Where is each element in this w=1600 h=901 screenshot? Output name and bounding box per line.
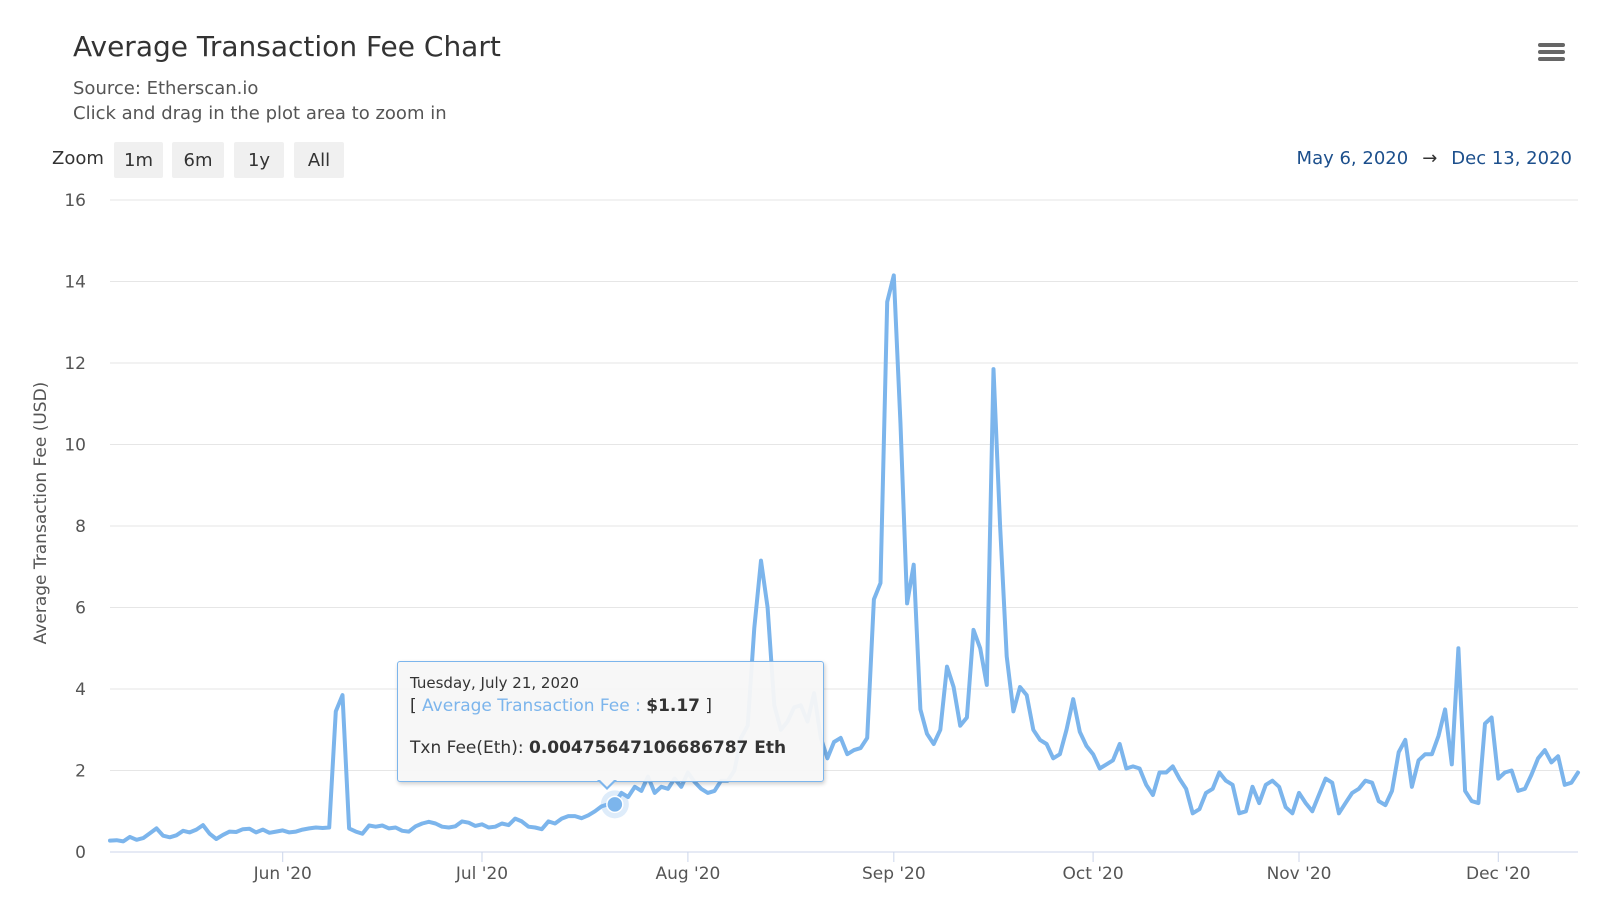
y-tick-label: 12 bbox=[64, 354, 86, 374]
tooltip-series-label: Average Transaction Fee : bbox=[422, 696, 641, 716]
zoom-label: Zoom bbox=[52, 148, 104, 169]
range-to-input[interactable]: Dec 13, 2020 bbox=[1451, 148, 1572, 169]
x-tick-label: Nov '20 bbox=[1267, 864, 1332, 884]
y-tick-label: 10 bbox=[64, 436, 86, 456]
y-tick-label: 14 bbox=[64, 273, 86, 293]
zoom-instruction: Click and drag in the plot area to zoom … bbox=[73, 103, 447, 124]
tooltip: Tuesday, July 21, 2020 [ Average Transac… bbox=[397, 661, 824, 782]
y-tick-label: 16 bbox=[64, 191, 86, 211]
y-tick-label: 8 bbox=[75, 517, 86, 537]
tooltip-value-row: [ Average Transaction Fee : $1.17 ] bbox=[410, 696, 811, 716]
tooltip-pointer-fill bbox=[599, 779, 615, 787]
date-range: May 6, 2020 → Dec 13, 2020 bbox=[1297, 148, 1572, 169]
tooltip-close-bracket: ] bbox=[705, 696, 713, 716]
x-tick-label: Sep '20 bbox=[862, 864, 926, 884]
range-from-input[interactable]: May 6, 2020 bbox=[1296, 148, 1409, 169]
chart-subtitle: Source: Etherscan.io Click and drag in t… bbox=[73, 76, 447, 126]
source-text: Source: Etherscan.io bbox=[73, 78, 259, 99]
tooltip-open-bracket: [ bbox=[410, 696, 417, 716]
x-tick-label: Oct '20 bbox=[1063, 864, 1124, 884]
y-tick-label: 0 bbox=[75, 843, 86, 863]
tooltip-eth-label: Txn Fee(Eth): bbox=[410, 738, 524, 758]
x-tick-label: Jun '20 bbox=[253, 864, 312, 884]
series-line bbox=[108, 273, 1580, 844]
highlight-marker bbox=[606, 795, 624, 814]
y-tick-label: 2 bbox=[75, 762, 86, 782]
zoom-1y-button[interactable]: 1y bbox=[234, 142, 284, 178]
tooltip-eth-row: Txn Fee(Eth): 0.00475647106686787 Eth bbox=[410, 738, 811, 758]
tooltip-eth-value: 0.00475647106686787 Eth bbox=[528, 738, 787, 758]
hamburger-menu-icon[interactable] bbox=[1534, 40, 1570, 70]
range-arrow-icon: → bbox=[1422, 148, 1438, 169]
zoom-1m-button[interactable]: 1m bbox=[114, 142, 163, 178]
chart-title: Average Transaction Fee Chart bbox=[73, 30, 501, 63]
zoom-6m-button[interactable]: 6m bbox=[172, 142, 224, 178]
tooltip-value: $1.17 bbox=[646, 696, 701, 716]
y-tick-label: 4 bbox=[75, 680, 86, 700]
zoom-all-button[interactable]: All bbox=[294, 142, 344, 178]
tooltip-date: Tuesday, July 21, 2020 bbox=[410, 674, 580, 692]
x-tick-label: Dec '20 bbox=[1466, 864, 1531, 884]
y-tick-label: 6 bbox=[75, 599, 86, 619]
x-tick-label: Jul '20 bbox=[455, 864, 508, 884]
x-tick-label: Aug '20 bbox=[655, 864, 720, 884]
